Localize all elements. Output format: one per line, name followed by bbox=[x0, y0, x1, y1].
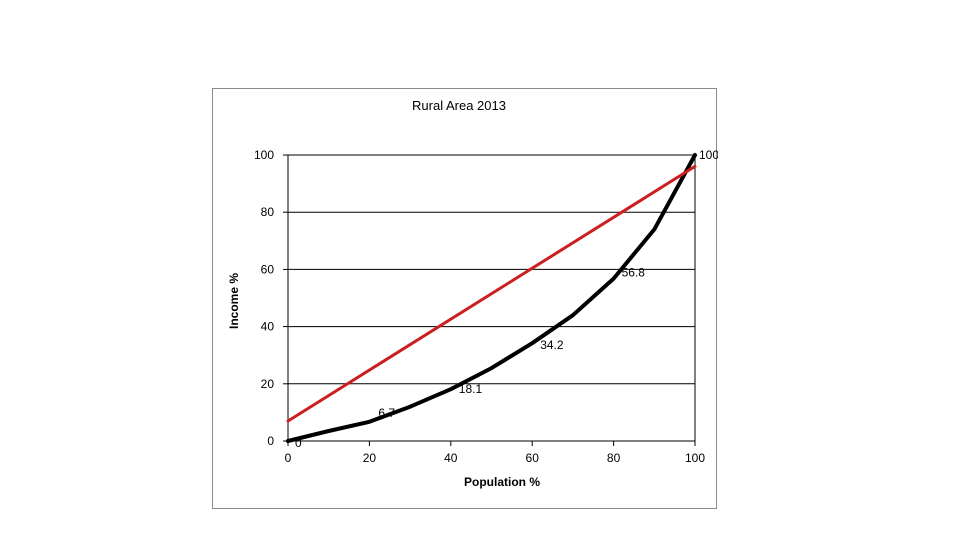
x-tick-label: 20 bbox=[363, 451, 377, 465]
x-tick-label: 0 bbox=[285, 451, 292, 465]
data-label: 0 bbox=[295, 436, 302, 450]
x-tick-label: 60 bbox=[526, 451, 540, 465]
reference-line bbox=[286, 164, 697, 423]
data-label: 34.2 bbox=[540, 338, 564, 352]
series-layer bbox=[286, 153, 697, 443]
data-label: 56.8 bbox=[622, 266, 646, 280]
data-label: 6.7 bbox=[378, 406, 395, 420]
y-tick-label: 20 bbox=[261, 377, 275, 391]
chart-frame: Rural Area 2013 Income % Population % 0 2… bbox=[212, 88, 718, 509]
y-tick-label: 60 bbox=[261, 262, 275, 276]
x-tick-label: 80 bbox=[607, 451, 621, 465]
grid-layer bbox=[288, 154, 695, 385]
chart-title: Rural Area 2013 bbox=[412, 98, 506, 113]
x-tick-label: 40 bbox=[444, 451, 458, 465]
lorenz-chart: Rural Area 2013 Income % Population % 0 2… bbox=[227, 98, 718, 489]
labels-layer: 0 20 40 60 80 100 0 20 40 60 80 100 0 6.7 18.1 34.2 56.8… bbox=[254, 148, 718, 465]
x-tick-label: 100 bbox=[685, 451, 705, 465]
axes-layer bbox=[283, 154, 696, 446]
y-tick-label: 0 bbox=[267, 434, 274, 448]
y-tick-label: 100 bbox=[254, 148, 274, 162]
x-axis-title: Population % bbox=[464, 475, 540, 489]
data-label: 100 bbox=[699, 148, 718, 162]
lorenz-curve-line bbox=[286, 153, 697, 443]
y-tick-label: 80 bbox=[261, 205, 275, 219]
y-axis-title: Income % bbox=[227, 273, 241, 329]
data-label: 18.1 bbox=[459, 382, 483, 396]
y-tick-label: 40 bbox=[261, 320, 275, 334]
